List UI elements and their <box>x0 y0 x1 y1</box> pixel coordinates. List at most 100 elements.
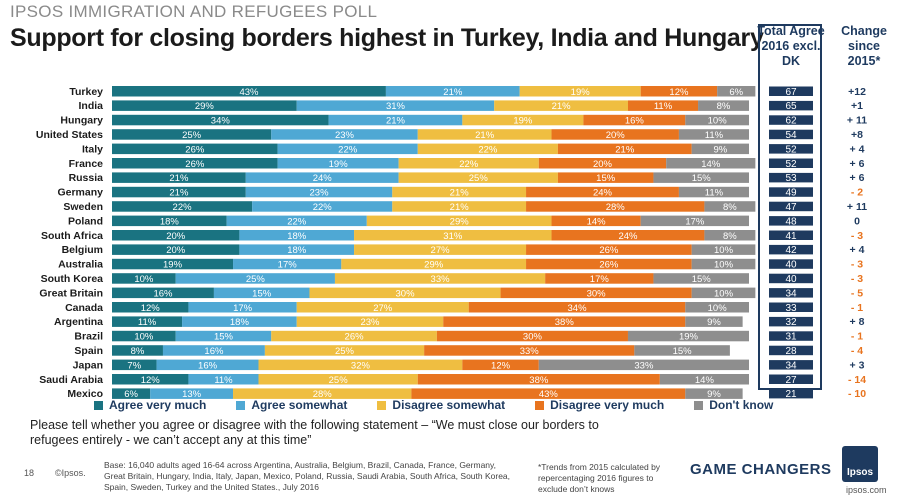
bar-great-britain-disagree-very-much <box>500 287 692 299</box>
data-label-germany-disagree-very-much: 24% <box>593 188 613 199</box>
bar-united-states-don-t-know <box>678 129 749 140</box>
data-label-france-disagree-very-much: 20% <box>593 159 613 170</box>
bar-south-korea-don-t-know <box>653 273 749 284</box>
legend-swatch-don-t-know <box>694 400 704 410</box>
data-label-japan-agree-somewhat: 16% <box>198 360 218 371</box>
total-agree-cell-russia <box>769 172 813 183</box>
bar-italy-disagree-somewhat <box>417 143 558 155</box>
data-label-united-states-don-t-know: 11% <box>705 130 724 141</box>
bar-italy-disagree-very-much <box>557 143 692 155</box>
legend-item-disagree-somewhat: Disagree somewhat <box>377 398 505 412</box>
category-label-united-states: United States <box>36 129 103 141</box>
bar-brazil-agree-very-much <box>112 330 176 342</box>
data-label-japan-disagree-somewhat: 32% <box>351 360 371 371</box>
data-label-italy-agree-very-much: 26% <box>185 144 205 155</box>
data-label-south-korea-agree-somewhat: 25% <box>246 274 266 285</box>
legend-label-don-t-know: Don't know <box>709 398 774 412</box>
data-label-south-africa-agree-very-much: 20% <box>166 231 186 242</box>
data-label-hungary-agree-somewhat: 21% <box>386 116 406 127</box>
total-agree-value-great-britain: 34 <box>785 288 797 299</box>
data-label-south-africa-don-t-know: 8% <box>723 231 737 242</box>
data-label-belgium-disagree-somewhat: 27% <box>431 245 451 256</box>
legend-label-agree-very-much: Agree very much <box>109 398 207 412</box>
bar-india-don-t-know <box>698 100 749 111</box>
bar-argentina-disagree-very-much <box>443 316 686 327</box>
data-label-south-korea-don-t-know: 15% <box>692 274 712 285</box>
change-value-france: + 6 <box>850 158 865 170</box>
bar-india-disagree-somewhat <box>494 100 628 111</box>
total-agree-cell-india <box>769 100 813 111</box>
legend-swatch-agree-somewhat <box>236 400 246 410</box>
category-label-italy: Italy <box>82 143 103 155</box>
change-header: Change since 2015* <box>841 24 887 68</box>
bar-japan-disagree-very-much <box>462 359 539 371</box>
data-label-brazil-disagree-somewhat: 26% <box>345 332 365 343</box>
bar-germany-disagree-very-much <box>526 186 679 198</box>
total-agree-value-united-states: 54 <box>785 130 797 141</box>
data-label-poland-disagree-very-much: 14% <box>587 216 607 227</box>
bar-japan-don-t-know <box>538 359 749 371</box>
category-label-great-britain: Great Britain <box>39 287 103 299</box>
data-label-saudi-arabia-disagree-somewhat: 25% <box>329 375 349 386</box>
bar-australia-disagree-somewhat <box>341 258 527 270</box>
bar-saudi-arabia-disagree-very-much <box>417 374 660 385</box>
data-label-united-states-agree-very-much: 25% <box>182 130 202 141</box>
total-agree-value-france: 52 <box>785 159 797 170</box>
total-agree-value-mexico: 21 <box>785 389 797 400</box>
category-label-south-korea: South Korea <box>41 273 104 285</box>
data-label-turkey-don-t-know: 6% <box>729 87 743 98</box>
total-agree-cell-france <box>769 158 813 168</box>
data-label-south-africa-disagree-somewhat: 31% <box>443 231 463 242</box>
legend-label-disagree-somewhat: Disagree somewhat <box>392 398 506 412</box>
data-label-russia-don-t-know: 15% <box>692 173 712 184</box>
data-label-south-africa-agree-somewhat: 18% <box>287 231 307 242</box>
bar-sweden-agree-very-much <box>112 201 253 212</box>
change-value-brazil: - 1 <box>851 331 863 343</box>
change-value-saudi-arabia: - 14 <box>848 374 866 386</box>
bar-canada-disagree-somewhat <box>296 302 469 313</box>
category-label-belgium: Belgium <box>62 244 103 256</box>
bar-spain-disagree-very-much <box>424 345 635 356</box>
bar-mexico-don-t-know <box>685 388 743 399</box>
category-label-sweden: Sweden <box>63 201 103 213</box>
bar-great-britain-disagree-somewhat <box>309 287 501 299</box>
total-agree-cell-australia <box>769 259 813 269</box>
bar-france-don-t-know <box>666 158 756 169</box>
kicker-heading: IPSOS IMMIGRATION AND REFUGEES POLL <box>10 2 378 21</box>
data-label-canada-agree-somewhat: 17% <box>233 303 253 314</box>
bar-russia-disagree-very-much <box>557 172 654 183</box>
data-label-south-africa-disagree-very-much: 24% <box>618 231 638 242</box>
bar-united-states-disagree-very-much <box>551 129 679 140</box>
bar-japan-agree-very-much <box>112 359 157 371</box>
change-value-great-britain: - 5 <box>851 287 863 299</box>
total-agree-value-turkey: 67 <box>785 87 797 98</box>
data-label-poland-agree-somewhat: 22% <box>287 216 307 227</box>
bar-united-states-agree-somewhat <box>271 129 418 140</box>
bar-india-disagree-very-much <box>627 100 699 111</box>
legend-swatch-disagree-very-much <box>535 400 545 410</box>
data-label-mexico-disagree-somewhat: 28% <box>313 389 333 400</box>
category-label-canada: Canada <box>65 302 103 314</box>
bar-australia-agree-very-much <box>112 258 234 270</box>
page-title: Support for closing borders highest in T… <box>10 24 764 52</box>
data-label-great-britain-don-t-know: 10% <box>714 288 734 299</box>
bar-turkey-agree-somewhat <box>385 86 520 97</box>
total-agree-cell-japan <box>769 360 813 370</box>
bar-canada-agree-very-much <box>112 302 189 313</box>
bar-russia-agree-very-much <box>112 172 246 183</box>
data-label-india-don-t-know: 8% <box>717 101 731 112</box>
data-label-great-britain-agree-somewhat: 15% <box>252 288 272 299</box>
bar-france-disagree-somewhat <box>398 158 539 169</box>
total-agree-cell-brazil <box>769 331 813 341</box>
bar-south-africa-agree-very-much <box>112 230 240 241</box>
total-agree-value-poland: 48 <box>785 216 797 227</box>
total-agree-cell-south-africa <box>769 230 813 240</box>
bar-mexico-agree-somewhat <box>150 388 234 399</box>
bar-great-britain-don-t-know <box>691 287 756 299</box>
legend-item-agree-somewhat: Agree somewhat <box>236 398 347 412</box>
data-label-turkey-disagree-very-much: 12% <box>669 87 689 98</box>
bar-spain-agree-very-much <box>112 345 163 356</box>
bar-russia-agree-somewhat <box>245 172 399 183</box>
bar-germany-agree-very-much <box>112 186 246 198</box>
